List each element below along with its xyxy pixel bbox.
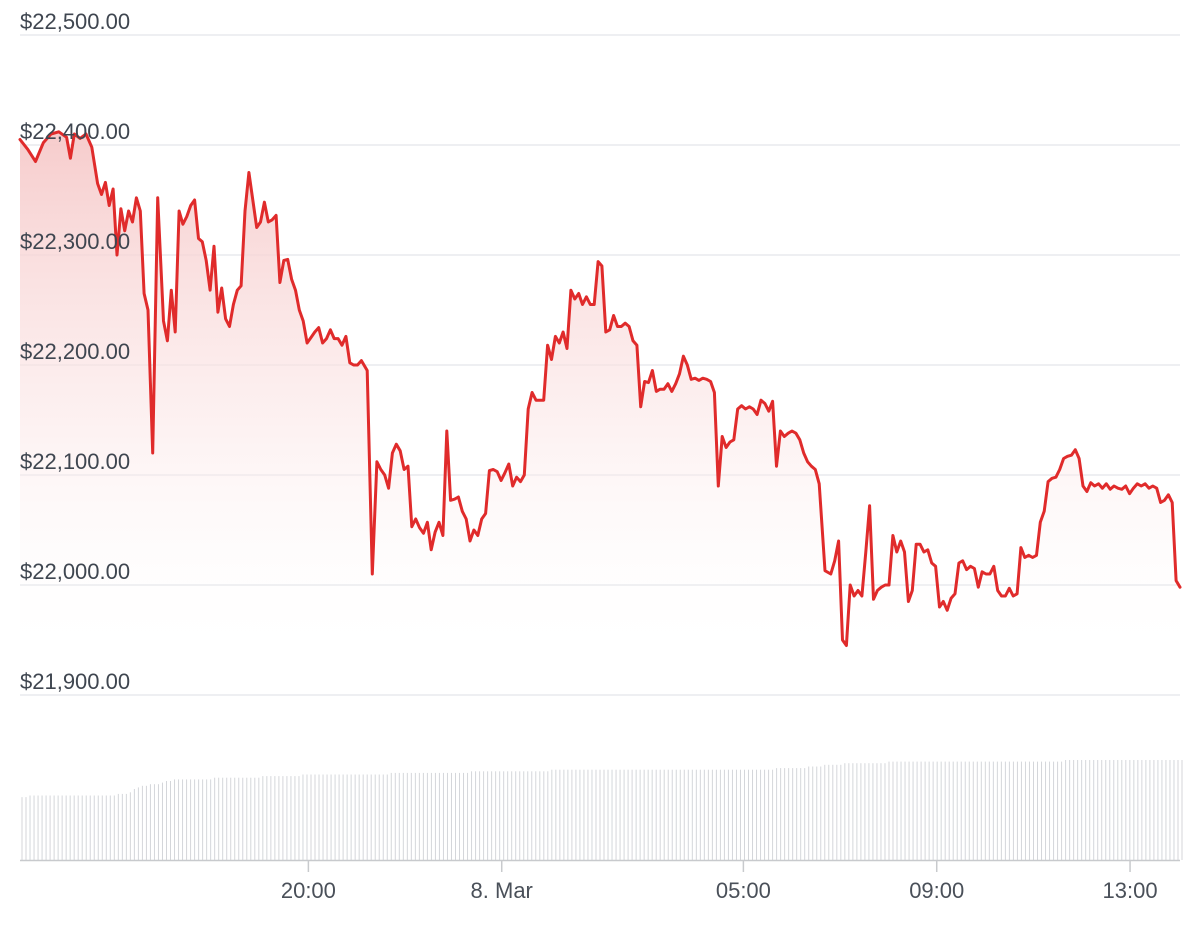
- x-tick-label: 8. Mar: [471, 878, 533, 903]
- price-area: [20, 131, 1180, 666]
- price-line: [18, 130, 1182, 647]
- y-tick-label: $22,400.00: [20, 119, 130, 144]
- y-tick-label: $22,500.00: [20, 9, 130, 34]
- x-tick-label: 13:00: [1103, 878, 1158, 903]
- y-axis-tick-labels: $22,500.00 $22,400.00 $22,300.00 $22,200.00…: [20, 9, 130, 694]
- x-tick-label: 09:00: [909, 878, 964, 903]
- y-tick-label: $22,200.00: [20, 339, 130, 364]
- x-tick-label: 20:00: [281, 878, 336, 903]
- y-tick-label: $22,100.00: [20, 449, 130, 474]
- price-series: [18, 130, 1182, 647]
- x-axis: 20:00 8. Mar 05:00 09:00 13:00: [20, 859, 1180, 903]
- volume-bars: [21, 760, 1183, 860]
- y-tick-label: $22,300.00: [20, 229, 130, 254]
- y-tick-label: $22,000.00: [20, 559, 130, 584]
- price-area-fill: [20, 131, 1180, 666]
- x-tick-label: 05:00: [716, 878, 771, 903]
- y-tick-label: $21,900.00: [20, 669, 130, 694]
